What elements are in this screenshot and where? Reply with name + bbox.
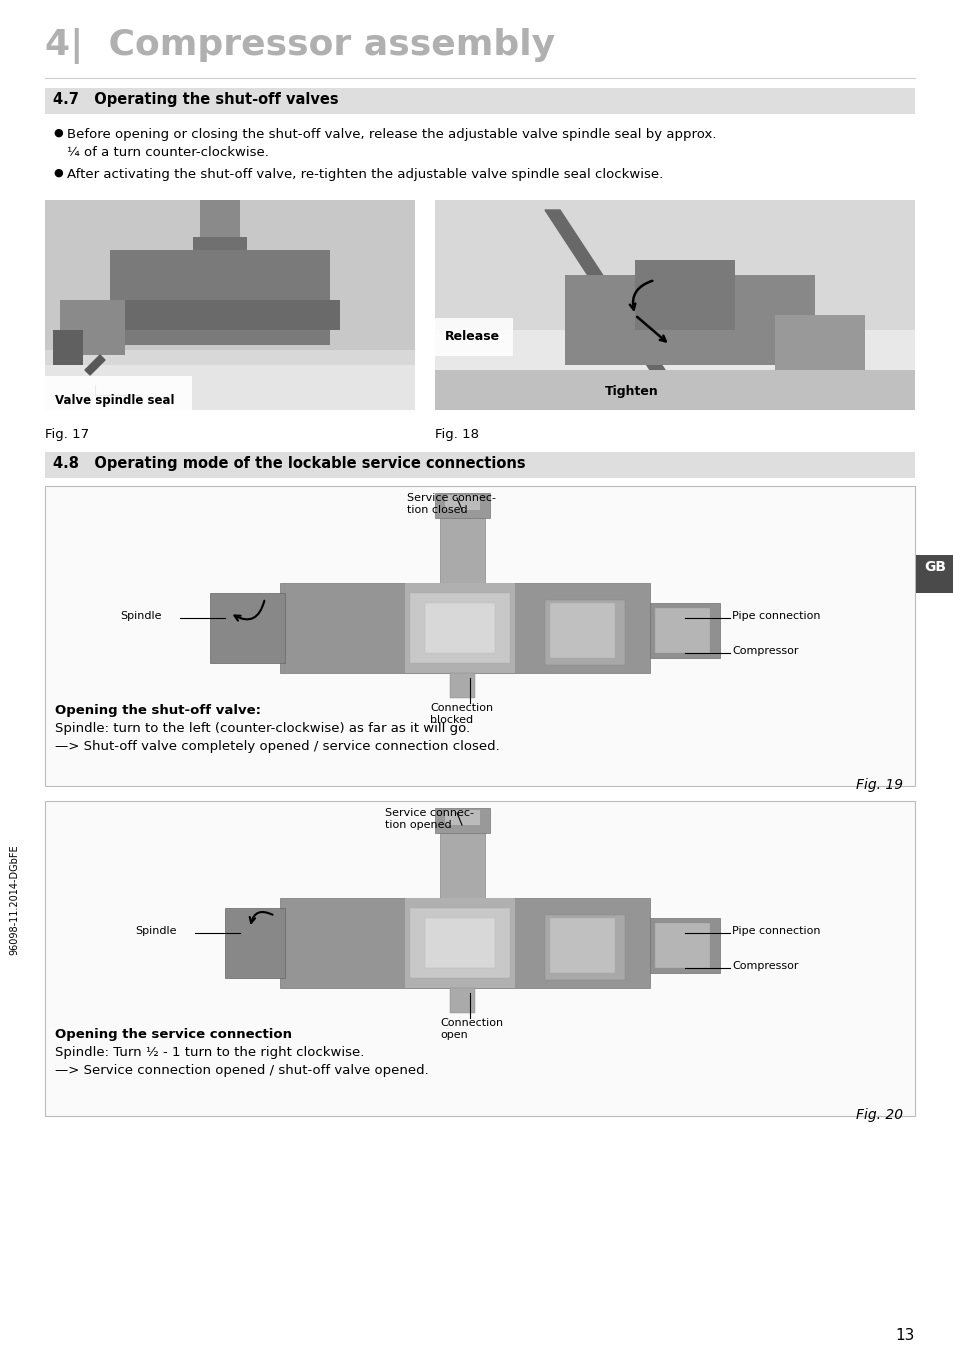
Bar — [544, 915, 624, 980]
Bar — [439, 508, 484, 584]
Text: Pipe connection: Pipe connection — [731, 611, 820, 621]
Text: Compressor: Compressor — [731, 646, 798, 655]
Bar — [649, 603, 720, 658]
Text: Opening the service connection: Opening the service connection — [55, 1028, 292, 1041]
Bar — [45, 366, 415, 410]
Bar — [200, 200, 240, 255]
Text: Before opening or closing the shut-off valve, release the adjustable valve spind: Before opening or closing the shut-off v… — [67, 129, 716, 158]
Text: Spindle: Spindle — [135, 926, 176, 936]
Text: Opening the shut-off valve:: Opening the shut-off valve: — [55, 704, 261, 718]
Bar — [450, 673, 475, 699]
Bar — [45, 88, 914, 114]
Bar — [439, 823, 484, 898]
Bar — [435, 808, 490, 833]
Text: 4|  Compressor assembly: 4| Compressor assembly — [45, 28, 555, 64]
Bar — [53, 330, 83, 366]
Bar — [410, 909, 510, 978]
Bar — [280, 898, 649, 988]
Bar — [435, 200, 914, 410]
Bar — [564, 275, 814, 366]
Bar — [435, 493, 490, 519]
Text: Fig. 17: Fig. 17 — [45, 428, 89, 441]
Bar — [110, 250, 330, 345]
Bar — [550, 603, 615, 658]
Text: Service connec-
tion closed: Service connec- tion closed — [407, 493, 496, 516]
Bar — [649, 918, 720, 974]
Bar — [60, 301, 125, 355]
Bar — [45, 200, 415, 410]
Bar — [655, 923, 709, 968]
Text: Tighten: Tighten — [604, 385, 659, 398]
Text: Connection
open: Connection open — [439, 1018, 502, 1040]
Text: Valve spindle seal: Valve spindle seal — [55, 394, 174, 408]
Text: Pipe connection: Pipe connection — [731, 926, 820, 936]
Bar — [915, 555, 953, 593]
Text: 13: 13 — [895, 1328, 914, 1343]
Bar — [280, 584, 649, 673]
Bar — [424, 603, 495, 653]
Text: Release: Release — [444, 330, 499, 343]
Text: Compressor: Compressor — [731, 961, 798, 971]
Text: 96098-11.2014-DGbFE: 96098-11.2014-DGbFE — [9, 845, 19, 956]
Bar — [444, 496, 479, 510]
Bar — [45, 486, 914, 787]
Text: Spindle: Spindle — [120, 611, 161, 621]
Polygon shape — [544, 210, 664, 370]
Text: GB: GB — [923, 561, 945, 574]
Bar — [45, 452, 914, 478]
Text: Connection
blocked: Connection blocked — [430, 703, 493, 726]
Text: Service connec-
tion opened: Service connec- tion opened — [385, 808, 474, 830]
Bar — [635, 260, 734, 330]
Bar — [435, 370, 914, 410]
Text: Fig. 18: Fig. 18 — [435, 428, 478, 441]
Text: Spindle: Turn ½ - 1 turn to the right clockwise.
—> Service connection opened / : Spindle: Turn ½ - 1 turn to the right cl… — [55, 1047, 428, 1076]
Text: After activating the shut-off valve, re-tighten the adjustable valve spindle sea: After activating the shut-off valve, re-… — [67, 168, 662, 181]
Text: 4.7   Operating the shut-off valves: 4.7 Operating the shut-off valves — [53, 92, 338, 107]
Bar — [225, 909, 285, 978]
Bar — [45, 802, 914, 1116]
Bar — [655, 608, 709, 653]
Text: Fig. 20: Fig. 20 — [855, 1108, 902, 1122]
Text: ●: ● — [53, 129, 63, 138]
Bar — [405, 898, 515, 988]
Bar — [450, 988, 475, 1013]
Bar — [435, 330, 914, 410]
Polygon shape — [85, 355, 105, 375]
Bar — [410, 593, 510, 663]
Bar — [100, 301, 339, 330]
Bar — [424, 918, 495, 968]
Bar — [444, 810, 479, 825]
Text: 4.8   Operating mode of the lockable service connections: 4.8 Operating mode of the lockable servi… — [53, 456, 525, 471]
Bar — [774, 315, 864, 375]
Text: Spindle: turn to the left (counter-clockwise) as far as it will go.
—> Shut-off : Spindle: turn to the left (counter-clock… — [55, 722, 499, 753]
Bar — [210, 593, 285, 663]
Bar — [405, 584, 515, 673]
Bar — [45, 349, 415, 410]
Bar — [544, 600, 624, 665]
Text: Fig. 19: Fig. 19 — [855, 779, 902, 792]
Text: ●: ● — [53, 168, 63, 177]
Bar — [550, 918, 615, 974]
Bar — [193, 237, 247, 255]
